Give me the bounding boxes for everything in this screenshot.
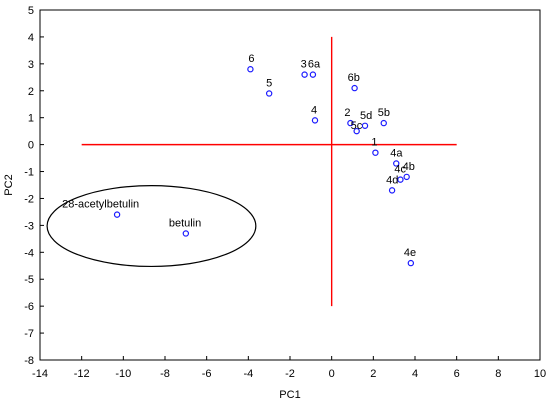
- x-tick-label: 4: [412, 368, 418, 380]
- y-tick-label: 1: [28, 113, 34, 125]
- point-label: 5: [266, 77, 272, 89]
- data-point: [397, 176, 404, 183]
- data-point: [372, 149, 379, 156]
- x-tick-label: -4: [243, 368, 253, 380]
- y-tick-label: -7: [24, 328, 34, 340]
- x-tick-label: 8: [495, 368, 501, 380]
- y-tick-label: -2: [24, 193, 34, 205]
- data-point: [353, 127, 360, 135]
- y-tick-label: 4: [28, 32, 34, 44]
- point-label: 6b: [348, 72, 360, 84]
- x-tick-label: 0: [329, 368, 335, 380]
- point-label: 4b: [403, 161, 415, 173]
- x-tick-label: -6: [202, 368, 212, 380]
- data-point: [301, 71, 308, 78]
- y-tick-label: 3: [28, 59, 34, 71]
- reference-lines: [81, 36, 457, 307]
- point-label: 5b: [378, 107, 390, 119]
- y-tick-label: 5: [28, 5, 34, 17]
- y-tick-label: -5: [24, 274, 34, 286]
- data-point: [407, 259, 415, 267]
- point-label: 4e: [404, 247, 416, 259]
- y-axis-title: PC2: [3, 174, 15, 195]
- y-tick-label: -1: [24, 167, 34, 179]
- data-point: [247, 66, 254, 73]
- plot-area: [39, 9, 541, 361]
- data-point: [388, 187, 396, 194]
- data-point: [265, 90, 273, 97]
- x-tick-label: -12: [74, 368, 90, 380]
- y-tick-label: -3: [24, 220, 34, 232]
- point-label: 2: [344, 107, 350, 119]
- point-label: 5c: [351, 120, 363, 132]
- x-tick-label: -10: [115, 368, 131, 380]
- point-label: 4a: [390, 147, 403, 159]
- point-label: 28-acetylbetulin: [62, 199, 139, 211]
- data-point: [309, 71, 317, 78]
- x-tick-label: -14: [32, 368, 48, 380]
- y-tick-label: -4: [24, 247, 34, 259]
- data-point: [311, 117, 319, 124]
- point-label: betulin: [169, 217, 201, 229]
- x-tick-label: 6: [454, 368, 460, 380]
- highlight-ellipse-layer: [46, 185, 257, 268]
- data-point: [347, 119, 354, 127]
- data-point: [380, 119, 387, 127]
- point-label: 4c: [394, 164, 406, 176]
- x-tick-label: -2: [285, 368, 295, 380]
- data-point: [182, 230, 190, 237]
- data-point: [361, 122, 369, 129]
- x-tick-label: -8: [160, 368, 170, 380]
- y-tick-label: -8: [24, 355, 34, 367]
- data-point: [393, 160, 400, 167]
- y-tick-label: 2: [28, 86, 34, 98]
- y-tick-label: 0: [28, 140, 34, 152]
- highlight-ellipse: [46, 185, 257, 268]
- point-label: 4d: [386, 174, 398, 186]
- x-axis-ticks: -14 -12 -10 -8 -6 -4 -2 0 2 4 6 8 10: [32, 356, 546, 380]
- x-axis-title: PC1: [279, 389, 300, 401]
- data-point: [113, 211, 121, 218]
- y-tick-label: -6: [24, 301, 34, 313]
- point-label: 6a: [308, 59, 321, 71]
- point-label: 3: [301, 59, 307, 71]
- point-label: 4: [311, 104, 317, 116]
- point-label: 1: [371, 137, 377, 149]
- data-points: [113, 66, 415, 267]
- point-label: 6: [248, 53, 254, 65]
- x-tick-label: 10: [534, 368, 546, 380]
- point-label: 5d: [360, 110, 372, 122]
- x-tick-label: 2: [370, 368, 376, 380]
- y-axis-ticks: -8 -7 -6 -5 -4 -3 -2 -1 0 1 2 3 4 5: [24, 5, 44, 367]
- data-point: [403, 173, 410, 181]
- data-point: [351, 84, 358, 92]
